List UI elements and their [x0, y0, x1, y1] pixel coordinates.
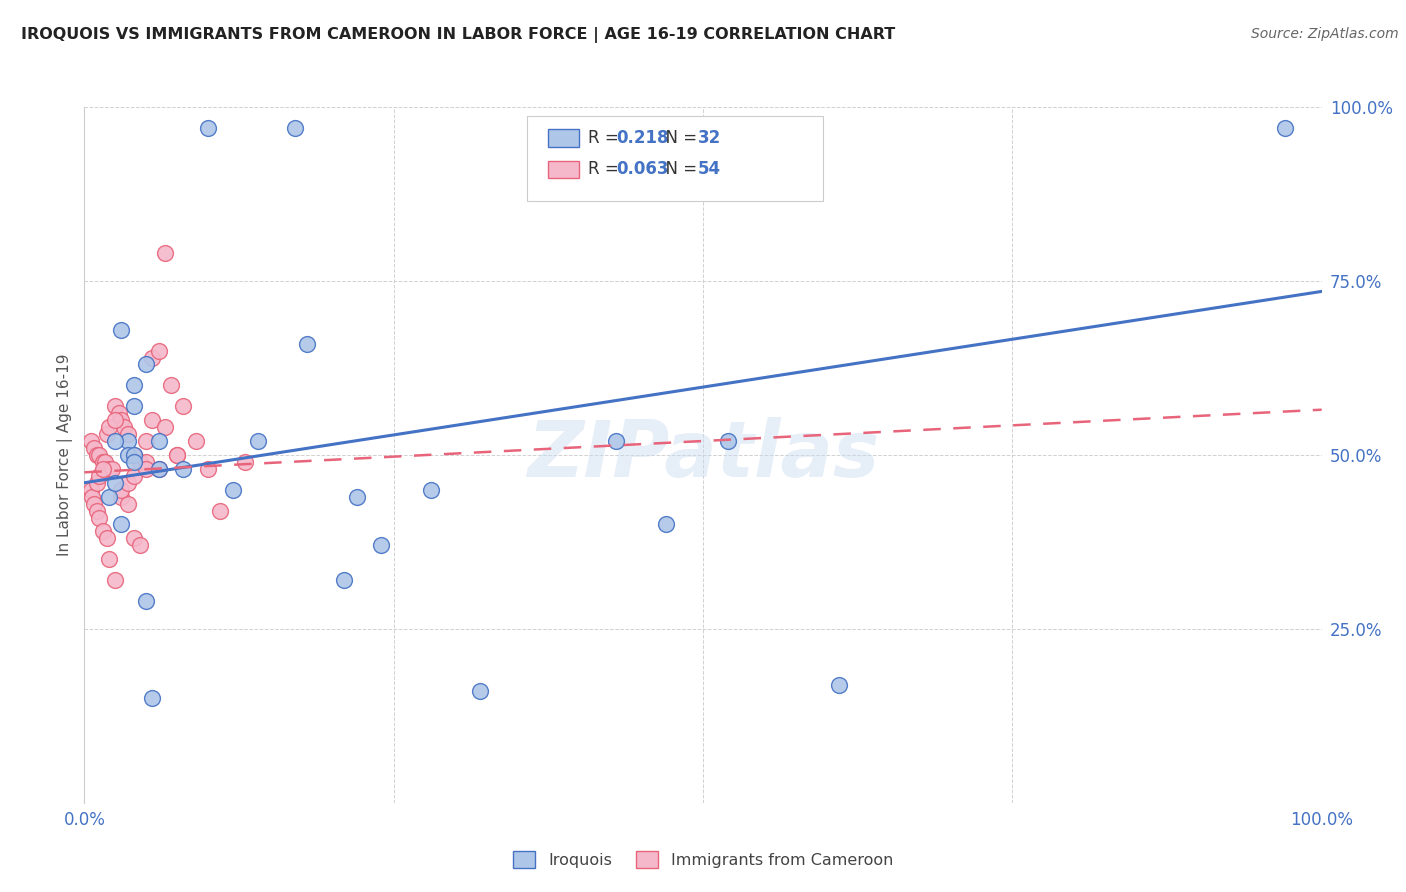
Text: N =: N =: [655, 129, 703, 147]
Point: [122, 455, 145, 469]
Point: [91, 462, 114, 476]
Point: [419, 483, 441, 497]
Point: [141, 413, 163, 427]
Point: [129, 455, 152, 469]
Point: [295, 336, 318, 351]
Point: [605, 434, 627, 448]
Point: [98, 420, 121, 434]
Text: N =: N =: [655, 161, 703, 178]
Text: 32: 32: [697, 129, 721, 147]
Legend: Iroquois, Immigrants from Cameroon: Iroquois, Immigrants from Cameroon: [506, 845, 900, 875]
Point: [117, 475, 139, 490]
Point: [172, 462, 194, 476]
Point: [112, 420, 135, 434]
Point: [104, 399, 127, 413]
Point: [153, 246, 176, 260]
Point: [828, 677, 851, 691]
Point: [98, 490, 121, 504]
Point: [135, 455, 157, 469]
Point: [135, 462, 157, 476]
Text: 0.218: 0.218: [616, 129, 668, 147]
Point: [117, 427, 139, 442]
Point: [122, 399, 145, 413]
Point: [83, 441, 105, 455]
Point: [117, 497, 139, 511]
Point: [148, 343, 170, 358]
Point: [110, 490, 132, 504]
Point: [108, 406, 131, 420]
Point: [100, 462, 122, 476]
Point: [110, 413, 132, 427]
Point: [1274, 120, 1296, 135]
Text: 54: 54: [697, 161, 720, 178]
Point: [98, 552, 121, 566]
Point: [104, 434, 127, 448]
Point: [222, 483, 245, 497]
Point: [184, 434, 207, 448]
Point: [122, 532, 145, 546]
Point: [148, 462, 170, 476]
Point: [110, 483, 132, 497]
Point: [172, 399, 194, 413]
Point: [655, 517, 678, 532]
Point: [98, 462, 121, 476]
Point: [89, 510, 111, 524]
Point: [96, 427, 118, 442]
Point: [135, 358, 157, 372]
Text: ZIPatlas: ZIPatlas: [527, 417, 879, 493]
Point: [135, 434, 157, 448]
Point: [166, 448, 188, 462]
Point: [104, 413, 127, 427]
Point: [89, 448, 111, 462]
Point: [83, 497, 105, 511]
Point: [110, 517, 132, 532]
Point: [117, 448, 139, 462]
Point: [86, 503, 108, 517]
Text: IROQUOIS VS IMMIGRANTS FROM CAMEROON IN LABOR FORCE | AGE 16-19 CORRELATION CHAR: IROQUOIS VS IMMIGRANTS FROM CAMEROON IN …: [21, 27, 896, 43]
Point: [129, 538, 152, 552]
Point: [91, 524, 114, 539]
Point: [91, 455, 114, 469]
Point: [717, 434, 740, 448]
Point: [197, 462, 219, 476]
Point: [122, 378, 145, 392]
Point: [470, 684, 492, 698]
Point: [160, 378, 183, 392]
Point: [104, 573, 127, 587]
Point: [80, 490, 103, 504]
Point: [117, 434, 139, 448]
Point: [246, 434, 269, 448]
Point: [346, 490, 368, 504]
Text: R =: R =: [588, 161, 624, 178]
Point: [79, 434, 101, 448]
Point: [104, 475, 127, 490]
Point: [141, 351, 163, 365]
Point: [122, 448, 145, 462]
Point: [86, 475, 108, 490]
Point: [284, 120, 307, 135]
Text: Source: ZipAtlas.com: Source: ZipAtlas.com: [1251, 27, 1399, 41]
Point: [233, 455, 256, 469]
Point: [148, 434, 170, 448]
Point: [153, 420, 176, 434]
Point: [86, 448, 108, 462]
Point: [333, 573, 356, 587]
Point: [148, 462, 170, 476]
Point: [135, 594, 157, 608]
Text: R =: R =: [588, 129, 624, 147]
Point: [197, 120, 219, 135]
Point: [122, 468, 145, 483]
Point: [141, 691, 163, 706]
Point: [209, 503, 232, 517]
Text: 0.063: 0.063: [616, 161, 668, 178]
Point: [79, 483, 101, 497]
Y-axis label: In Labor Force | Age 16-19: In Labor Force | Age 16-19: [58, 353, 73, 557]
Point: [94, 455, 117, 469]
Point: [370, 538, 392, 552]
Point: [166, 448, 188, 462]
Point: [122, 448, 145, 462]
Point: [110, 323, 132, 337]
Point: [89, 468, 111, 483]
Point: [96, 532, 118, 546]
